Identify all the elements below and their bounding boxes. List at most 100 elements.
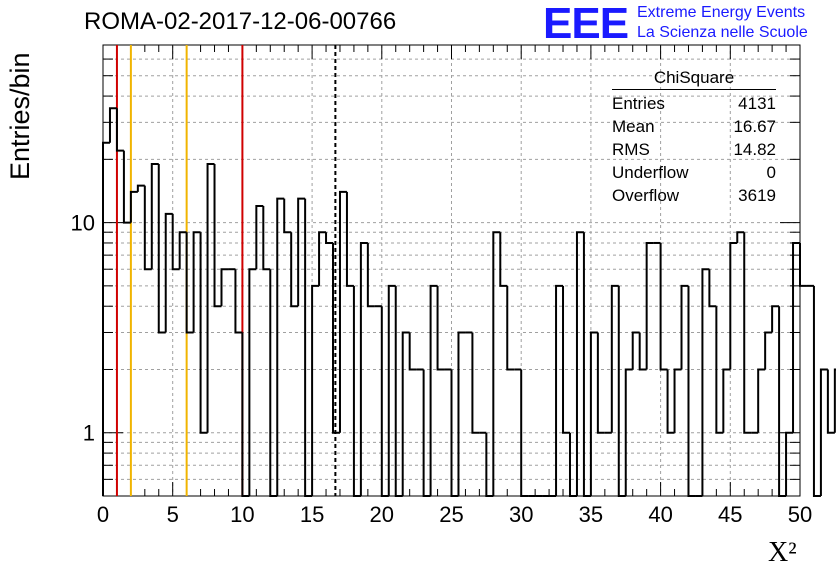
chart-title: ROMA-02-2017-12-06-00766	[84, 8, 397, 35]
stats-value: 3619	[738, 186, 776, 205]
x-tick-label: 20	[370, 502, 394, 527]
histogram-bin	[471, 332, 480, 434]
histogram-bin	[325, 232, 334, 244]
histogram-bin	[387, 284, 396, 496]
histogram-bin	[826, 369, 835, 434]
reference-lines	[115, 45, 337, 496]
histogram-bin	[792, 241, 800, 433]
histogram-bin	[164, 212, 173, 333]
histogram-bin	[499, 232, 508, 287]
histogram-bin	[129, 190, 138, 223]
x-tick-label: 0	[97, 502, 109, 527]
histogram-bin	[582, 232, 591, 497]
histogram-bin	[297, 197, 306, 307]
histogram-bin	[108, 107, 117, 143]
stats-label: Overflow	[612, 186, 680, 205]
histogram-bin	[359, 241, 368, 496]
x-tick-label: 45	[718, 502, 742, 527]
histogram-bin	[352, 285, 361, 497]
stats-label: RMS	[612, 140, 650, 159]
x-axis-label: X²	[768, 537, 797, 568]
histogram-bin	[575, 231, 584, 496]
histogram-bin	[506, 285, 515, 371]
histogram-bin	[136, 184, 145, 192]
histogram-bin	[687, 285, 696, 497]
histogram-bin	[311, 284, 320, 496]
histogram-bin	[150, 163, 159, 270]
histogram-bin	[520, 369, 529, 497]
histogram-bin	[185, 232, 194, 334]
histogram-bin	[269, 269, 278, 497]
histogram-bin	[638, 332, 647, 371]
histogram-bin	[799, 242, 807, 287]
histogram-bin	[555, 284, 564, 496]
stats-row-overflow: Overflow 3619	[612, 184, 776, 207]
histogram-bin	[304, 198, 313, 497]
histogram-bin	[596, 332, 605, 434]
histogram-bin	[562, 285, 570, 434]
histogram-bin	[631, 331, 640, 370]
histogram-bin	[743, 232, 752, 434]
x-tick-label: 10	[230, 502, 254, 527]
histogram-bin	[729, 241, 738, 370]
histogram-bin	[708, 269, 717, 308]
eee-logo: EEE	[543, 0, 629, 48]
histogram-bin	[450, 369, 459, 497]
histogram-bin	[778, 306, 787, 497]
stats-value: 0	[766, 163, 776, 182]
histogram-bin	[318, 231, 327, 286]
y-axis-label: Entries/bin	[5, 52, 35, 180]
histogram-bin	[659, 242, 668, 371]
histogram-bin	[206, 163, 215, 433]
histogram-bin	[345, 191, 354, 287]
stats-row-mean: Mean 16.67	[612, 115, 776, 138]
x-tick-label: 35	[579, 502, 603, 527]
histogram-bin	[122, 150, 131, 224]
histogram-bin	[332, 242, 340, 434]
histogram-bin	[338, 190, 347, 433]
histogram-bin	[785, 431, 794, 496]
stats-title: ChiSquare	[653, 68, 735, 87]
histogram-bin	[436, 285, 445, 371]
histogram-bin	[701, 268, 710, 496]
stats-box: ChiSquare Entries 4131 Mean 16.67 RMS 14…	[612, 67, 776, 207]
histogram-bin	[610, 284, 619, 433]
histogram-bin	[645, 241, 654, 370]
histogram-bin	[157, 164, 166, 334]
stats-row-rms: RMS 14.82	[612, 138, 776, 161]
histogram-bin	[666, 369, 675, 434]
stats-label: Underflow	[612, 163, 689, 182]
histogram-bin	[171, 213, 180, 271]
x-tick-label: 30	[509, 502, 533, 527]
histogram-bin	[568, 432, 577, 497]
histogram-bin	[812, 285, 821, 497]
logo-text-line2: La Scienza nelle Scuole	[637, 24, 808, 41]
stats-row-underflow: Underflow 0	[612, 161, 776, 184]
logo-text-line1: Extreme Energy Events	[637, 4, 806, 21]
stats-value: 16.67	[733, 117, 776, 136]
histogram-bin	[192, 231, 201, 333]
histogram-bin	[276, 197, 285, 496]
histogram-bin	[401, 331, 410, 496]
histogram-bin	[771, 305, 780, 333]
histogram-bin	[380, 306, 389, 497]
histogram-bin	[680, 284, 689, 370]
histogram-bin	[715, 306, 724, 434]
x-tick-label: 5	[167, 502, 179, 527]
histogram-bin	[833, 368, 836, 433]
y-tick-label: 10	[71, 211, 95, 236]
histogram	[102, 107, 836, 497]
stats-label: Mean	[612, 117, 655, 136]
histogram-bin	[213, 164, 222, 308]
histogram-bin	[673, 368, 682, 433]
histogram-bin	[457, 331, 466, 496]
stats-value: 4131	[738, 94, 776, 113]
stats-divider	[612, 89, 776, 90]
histogram-bin	[624, 368, 633, 496]
stats-value: 14.82	[733, 140, 776, 159]
histogram-bin	[617, 285, 626, 497]
x-tick-label: 25	[439, 502, 463, 527]
histogram-bin	[241, 332, 250, 497]
histogram-bin	[736, 231, 745, 243]
